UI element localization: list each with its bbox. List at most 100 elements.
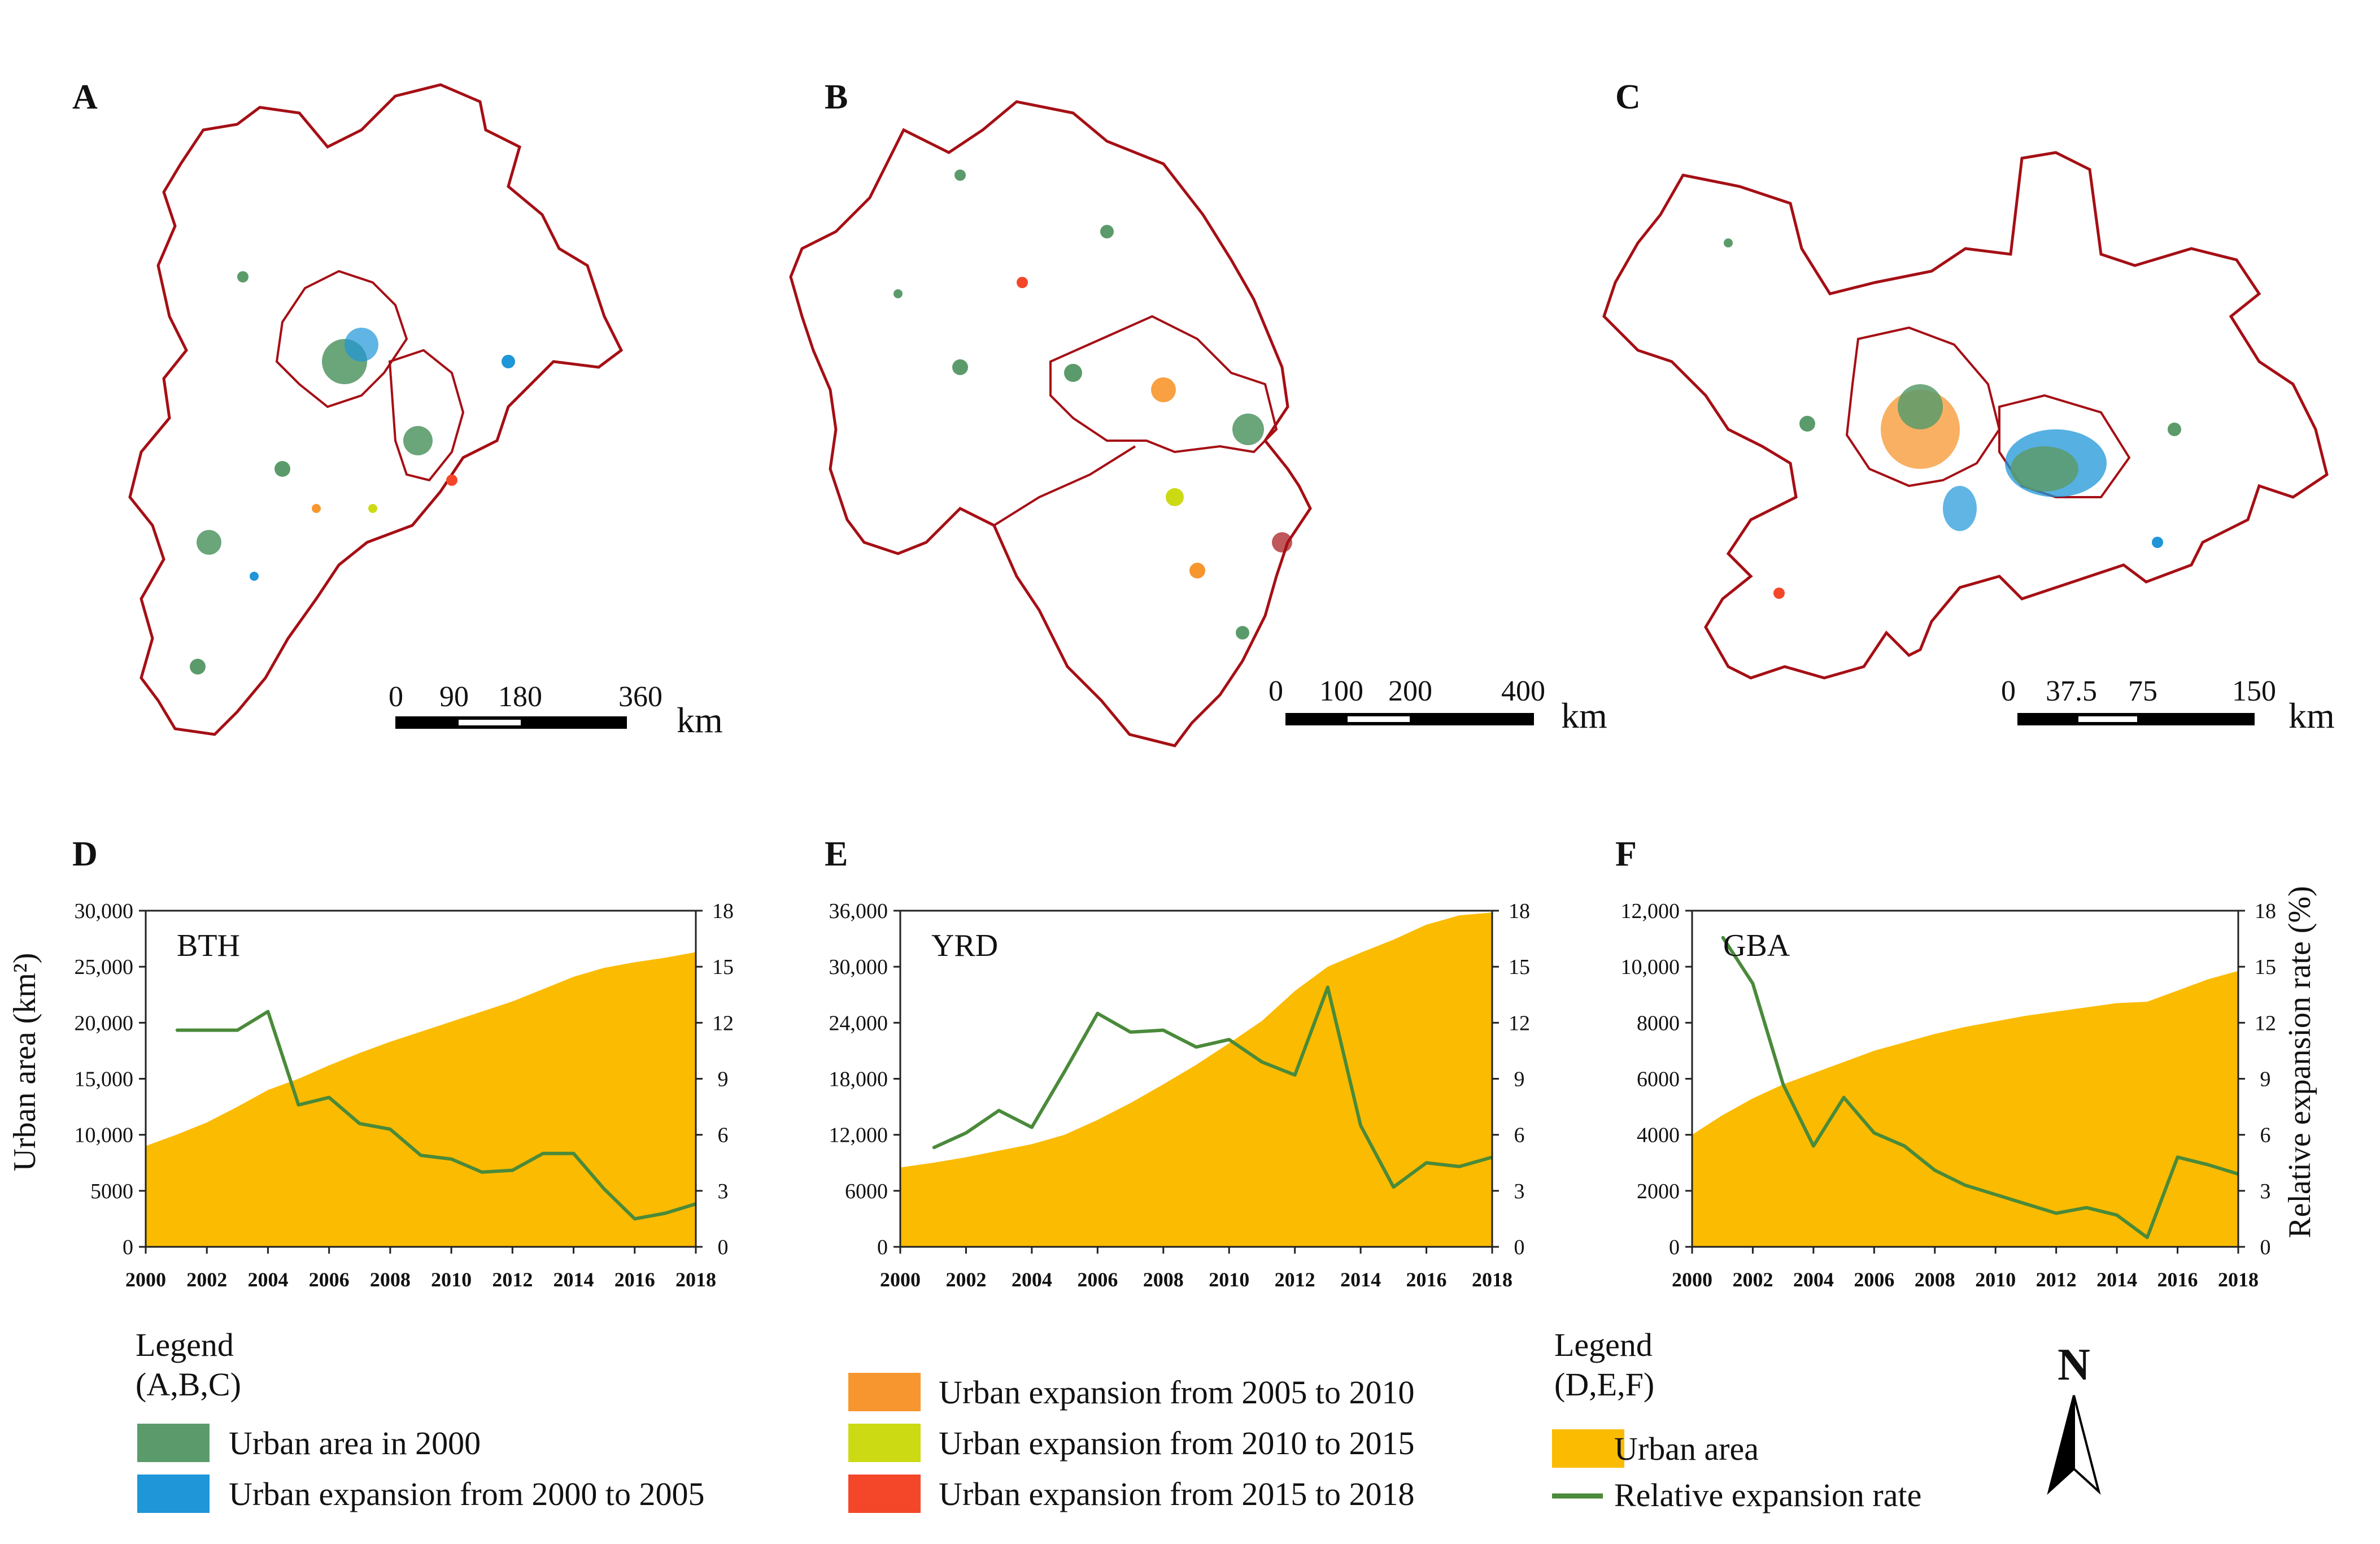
right-tick-label: 3 [2260, 1180, 2271, 1203]
map-b-urban-patches [893, 169, 1292, 640]
rate-point [603, 1188, 605, 1190]
legend-charts-title: Legend [1554, 1326, 1653, 1363]
rate-point [450, 1158, 452, 1160]
panel-label-f: F [1615, 835, 1637, 873]
rate-point [267, 1011, 269, 1012]
map-b-inner-boundary-2 [993, 445, 1136, 527]
scalebar-a-tick-0: 0 [389, 681, 403, 713]
chart-f: 0 2000 4000 6000 8000 10,000 12,000 0 3 6 9 12 15 18 2… [1621, 899, 2277, 1291]
legend-swatch-urban-area [1552, 1429, 1624, 1468]
north-arrow-icon-half [2073, 1395, 2101, 1495]
rate-point [2146, 1236, 2148, 1238]
right-tick-label: 3 [1514, 1180, 1525, 1203]
rate-point [2207, 1164, 2209, 1166]
x-tick-label: 2012 [1275, 1268, 1315, 1291]
rate-point [1031, 1126, 1033, 1128]
scalebar-b-tick-0: 0 [1269, 675, 1283, 707]
right-tick-label: 15 [712, 955, 734, 979]
left-tick-label: 20,000 [75, 1011, 134, 1035]
right-tick-label: 18 [2255, 899, 2276, 923]
scalebar-c-tick-1: 37.5 [2046, 675, 2097, 707]
rate-point [1903, 1145, 1906, 1147]
x-tick-label: 2014 [1340, 1268, 1381, 1291]
scalebar-a-unit: km [677, 700, 723, 740]
left-tick-label: 0 [877, 1236, 888, 1259]
rate-point [236, 1029, 238, 1032]
rate-point [1751, 982, 1754, 985]
panel-label-e: E [825, 835, 848, 873]
rate-point [328, 1097, 330, 1099]
map-b-boundary [789, 100, 1312, 747]
right-tick-label: 15 [2255, 955, 2276, 979]
scalebar-c-tick-2: 75 [2128, 675, 2157, 707]
x-tick-label: 2018 [2218, 1268, 2259, 1291]
legend-swatch-urban-2000 [137, 1424, 210, 1462]
legend-maps-title: Legend [136, 1326, 234, 1363]
rate-point [1195, 1046, 1197, 1048]
x-tick-label: 2008 [1915, 1268, 1955, 1291]
rate-point [1994, 1193, 1997, 1195]
rate-point [175, 1029, 177, 1032]
x-tick-label: 2010 [431, 1268, 472, 1291]
right-tick-label: 9 [2260, 1068, 2271, 1091]
left-tick-label: 10,000 [1621, 955, 1680, 979]
x-tick-label: 2010 [1209, 1268, 1249, 1291]
x-tick-label: 2018 [675, 1268, 716, 1291]
x-tick-label: 2016 [1406, 1268, 1447, 1291]
right-tick-label: 9 [718, 1068, 729, 1091]
right-tick-label: 0 [1514, 1236, 1525, 1259]
x-tick-label: 2000 [1672, 1268, 1712, 1291]
rate-point [542, 1152, 544, 1155]
legend-item-exp-2015-2018: Urban expansion from 2015 to 2018 [939, 1476, 1414, 1512]
x-tick-label: 2008 [370, 1268, 411, 1291]
left-tick-label: 5000 [90, 1180, 133, 1203]
x-tick-label: 2002 [945, 1268, 986, 1291]
relative-expansion-rate-line [176, 1010, 696, 1221]
rate-point [1327, 986, 1329, 989]
x-tick-label: 2004 [1012, 1268, 1052, 1291]
rate-point [1096, 1012, 1099, 1015]
map-c-inner-boundary [1845, 326, 2001, 488]
right-tick-label: 12 [1509, 1011, 1530, 1035]
left-tick-label: 25,000 [75, 955, 134, 979]
region-label: BTH [177, 928, 240, 963]
y-axis-title-right: Relative expansion rate (%) [2282, 886, 2317, 1238]
x-tick-label: 2002 [1732, 1268, 1773, 1291]
left-tick-label: 0 [123, 1236, 133, 1259]
legend-item-exp-2000-2005: Urban expansion from 2000 to 2005 [229, 1476, 704, 1512]
map-a: 0 90 180 360 km [128, 83, 723, 740]
rate-point [1458, 1165, 1461, 1168]
legend-swatch-exp-2000-2005 [137, 1475, 210, 1513]
scalebar-c-tick-3: 150 [2232, 675, 2276, 707]
legend-item-urban-2000: Urban area in 2000 [229, 1425, 481, 1462]
rate-point [2177, 1156, 2179, 1158]
right-tick-label: 9 [1514, 1068, 1525, 1091]
rate-point [1359, 1124, 1362, 1127]
left-tick-label: 8000 [1637, 1011, 1680, 1035]
x-tick-label: 2014 [553, 1268, 594, 1291]
map-a-inner-boundary-2 [388, 349, 465, 482]
rate-point [1294, 1074, 1296, 1076]
rate-point [932, 1147, 934, 1149]
x-tick-label: 2016 [2157, 1268, 2198, 1291]
rate-point [511, 1169, 513, 1171]
left-tick-label: 30,000 [75, 899, 134, 923]
relative-expansion-rate-line [1721, 936, 2239, 1239]
left-tick-label: 18,000 [829, 1068, 888, 1091]
legend-item-exp-2010-2015: Urban expansion from 2010 to 2015 [939, 1425, 1414, 1462]
legend-maps-subtitle: (A,B,C) [136, 1366, 241, 1403]
x-tick-label: 2018 [1472, 1268, 1512, 1291]
map-a-urban-patches [190, 271, 515, 675]
panel-label-b: B [825, 78, 848, 116]
right-tick-label: 18 [712, 899, 734, 923]
right-tick-label: 0 [718, 1236, 729, 1259]
x-tick-label: 2008 [1143, 1268, 1184, 1291]
rate-point [420, 1154, 422, 1156]
left-tick-label: 15,000 [75, 1068, 134, 1091]
left-tick-label: 6000 [1637, 1068, 1680, 1091]
x-tick-label: 2010 [1975, 1268, 2016, 1291]
x-tick-label: 2006 [309, 1268, 350, 1291]
rate-point [664, 1212, 666, 1214]
rate-point [1130, 1031, 1132, 1033]
